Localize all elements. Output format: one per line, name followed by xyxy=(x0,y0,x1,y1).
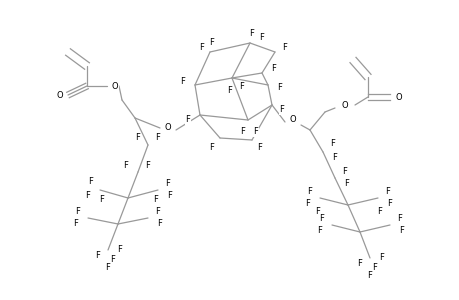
Text: F: F xyxy=(277,82,282,91)
Text: F: F xyxy=(89,178,93,187)
Text: F: F xyxy=(227,85,232,94)
Text: F: F xyxy=(249,28,254,38)
Text: F: F xyxy=(305,200,310,208)
Text: F: F xyxy=(330,140,335,148)
Text: F: F xyxy=(185,116,190,124)
Text: F: F xyxy=(209,143,214,152)
Text: O: O xyxy=(56,91,63,100)
Text: F: F xyxy=(99,196,104,205)
Text: F: F xyxy=(110,256,115,265)
Text: F: F xyxy=(315,208,320,217)
Text: F: F xyxy=(282,43,287,52)
Text: F: F xyxy=(155,133,160,142)
Text: F: F xyxy=(271,64,276,73)
Text: F: F xyxy=(377,208,381,217)
Text: F: F xyxy=(385,188,390,196)
Text: F: F xyxy=(209,38,214,46)
Text: F: F xyxy=(279,106,284,115)
Text: F: F xyxy=(95,251,100,260)
Text: F: F xyxy=(259,32,264,41)
Text: F: F xyxy=(239,82,244,91)
Text: F: F xyxy=(157,220,162,229)
Text: F: F xyxy=(319,214,324,224)
Text: O: O xyxy=(289,116,296,124)
Text: F: F xyxy=(399,226,403,236)
Text: F: F xyxy=(307,188,312,196)
Text: F: F xyxy=(240,128,245,136)
Text: F: F xyxy=(397,214,402,224)
Text: F: F xyxy=(372,263,377,272)
Text: F: F xyxy=(332,152,337,161)
Text: F: F xyxy=(85,190,90,200)
Text: O: O xyxy=(112,82,118,91)
Text: F: F xyxy=(342,167,347,176)
Text: F: F xyxy=(123,161,128,170)
Text: F: F xyxy=(387,200,392,208)
Text: F: F xyxy=(135,133,140,142)
Text: F: F xyxy=(199,43,204,52)
Text: O: O xyxy=(341,100,347,109)
Text: F: F xyxy=(344,178,349,188)
Text: F: F xyxy=(257,143,262,152)
Text: F: F xyxy=(73,220,78,229)
Text: O: O xyxy=(164,124,171,133)
Text: F: F xyxy=(145,161,150,170)
Text: F: F xyxy=(379,254,384,262)
Text: F: F xyxy=(317,226,322,236)
Text: F: F xyxy=(180,76,185,85)
Text: F: F xyxy=(165,179,170,188)
Text: O: O xyxy=(395,92,402,101)
Text: F: F xyxy=(167,191,172,200)
Text: F: F xyxy=(155,208,160,217)
Text: F: F xyxy=(118,245,122,254)
Text: F: F xyxy=(75,208,80,217)
Text: F: F xyxy=(105,263,110,272)
Text: F: F xyxy=(153,196,158,205)
Text: F: F xyxy=(357,260,362,268)
Text: F: F xyxy=(253,128,258,136)
Text: F: F xyxy=(367,272,372,280)
